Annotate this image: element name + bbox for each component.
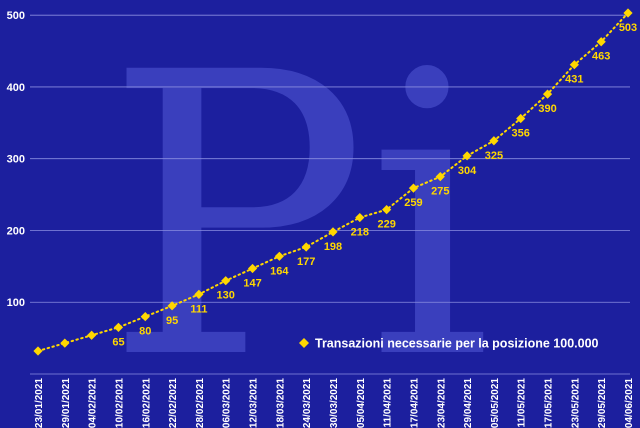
- data-label: 65: [112, 336, 124, 348]
- data-label: 325: [485, 150, 503, 162]
- x-tick-label: 16/02/2021: [141, 378, 152, 428]
- data-point: [247, 263, 258, 274]
- x-tick-label: 24/03/2021: [302, 378, 313, 428]
- data-point: [140, 311, 150, 322]
- data-label: 356: [512, 128, 530, 140]
- data-point: [623, 8, 633, 18]
- x-tick-label: 23/01/2021: [34, 378, 45, 428]
- legend-label: Transazioni necessarie per la posizione …: [315, 337, 599, 351]
- data-point: [355, 212, 365, 223]
- legend: Transazioni necessarie per la posizione …: [299, 337, 599, 351]
- data-point: [87, 330, 97, 340]
- data-label: 259: [404, 197, 422, 209]
- data-point: [33, 346, 43, 356]
- data-label: 147: [243, 278, 261, 290]
- grid-lines: [30, 14, 630, 375]
- data-label: 218: [351, 227, 369, 239]
- x-tick-label: 17/05/2021: [544, 378, 555, 428]
- data-label: 229: [377, 219, 395, 231]
- x-tick-label: 29/01/2021: [61, 378, 72, 428]
- x-tick-label: 05/05/2021: [490, 378, 501, 428]
- data-point: [408, 183, 419, 193]
- data-point: [274, 251, 284, 261]
- data-label: 130: [217, 290, 235, 302]
- data-point: [113, 322, 124, 332]
- data-label: 198: [324, 241, 342, 253]
- data-point: [328, 227, 338, 237]
- x-tick-label: 23/04/2021: [436, 378, 447, 428]
- x-tick-label: 04/06/2021: [624, 378, 635, 428]
- x-tick-label: 29/04/2021: [463, 378, 474, 428]
- y-axis-ticks: 100 200 300 400 500: [7, 10, 25, 309]
- x-tick-label: 29/05/2021: [597, 378, 608, 428]
- data-point: [489, 136, 499, 146]
- data-point: [462, 151, 472, 161]
- x-tick-label: 17/04/2021: [409, 378, 420, 428]
- series-layer: 65 80 95 111 130 147 164 177 198 218 229 259 275 304 3…: [33, 8, 637, 356]
- data-label: 431: [565, 74, 583, 86]
- y-tick-label: 100: [7, 297, 25, 309]
- x-tick-label: 06/03/2021: [222, 378, 233, 428]
- data-label: 275: [431, 186, 449, 198]
- y-tick-label: 200: [7, 225, 25, 237]
- data-point: [167, 301, 177, 311]
- data-point: [516, 113, 526, 124]
- data-label: 304: [458, 165, 477, 177]
- data-point: [435, 172, 445, 182]
- y-tick-label: 400: [7, 82, 25, 94]
- y-tick-label: 300: [7, 154, 25, 166]
- data-label: 463: [592, 51, 610, 63]
- x-tick-label: 22/02/2021: [168, 378, 179, 428]
- data-label: 177: [297, 256, 315, 268]
- data-point: [569, 60, 579, 70]
- x-tick-label: 11/04/2021: [383, 378, 394, 428]
- data-point: [301, 242, 311, 252]
- data-label: 111: [190, 303, 207, 315]
- data-point: [382, 205, 392, 215]
- data-label: 95: [166, 315, 178, 327]
- x-tick-label: 05/04/2021: [356, 378, 367, 428]
- data-point: [596, 37, 606, 47]
- x-tick-label: 12/03/2021: [249, 378, 260, 428]
- x-tick-label: 04/02/2021: [88, 378, 99, 428]
- data-label: 164: [270, 265, 289, 277]
- x-tick-label: 30/03/2021: [329, 378, 340, 428]
- watermark-logo: Pi: [105, 0, 492, 428]
- x-tick-label: 28/02/2021: [195, 378, 206, 428]
- data-label: 80: [139, 326, 151, 338]
- data-point: [194, 289, 204, 299]
- x-tick-label: 11/05/2021: [517, 378, 528, 428]
- data-label: 390: [538, 103, 556, 115]
- x-axis-ticks: 23/01/2021 29/01/2021 04/02/2021 10/02/2021…: [34, 378, 635, 428]
- x-tick-label: 23/05/2021: [570, 378, 581, 428]
- data-point: [542, 89, 553, 99]
- data-point: [60, 338, 70, 348]
- data-point: [221, 276, 231, 286]
- data-label: 503: [619, 22, 637, 34]
- y-tick-label: 500: [7, 10, 25, 22]
- x-tick-label: 10/02/2021: [114, 378, 125, 428]
- legend-marker: [299, 338, 309, 348]
- x-tick-label: 18/03/2021: [275, 378, 286, 428]
